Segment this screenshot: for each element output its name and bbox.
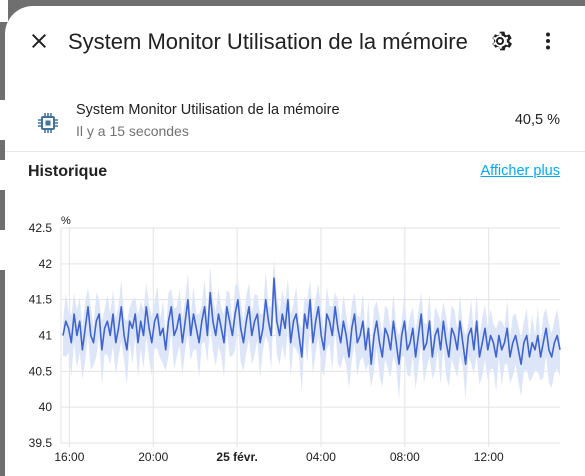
divider <box>5 151 585 152</box>
settings-button[interactable] <box>488 29 512 53</box>
y-axis-unit-label: % <box>61 215 71 227</box>
y-tick-label: 39.5 <box>29 436 53 450</box>
series-line <box>62 277 561 365</box>
x-tick-label: 08:00 <box>390 450 420 464</box>
x-tick-label: 04:00 <box>306 450 336 464</box>
y-tick-label: 41.5 <box>29 293 53 307</box>
gear-icon <box>492 31 512 51</box>
x-axis-ticks: 16:00 20:00 25 févr. 04:00 08:00 12:00 <box>54 450 504 464</box>
more-options-button[interactable] <box>536 29 560 53</box>
x-tick-label: 16:00 <box>54 450 84 464</box>
history-chart[interactable]: 42.5 42 41.5 41 40.5 40 39.5 16:00 20:00 25 févr… <box>5 202 585 469</box>
y-tick-label: 42 <box>39 257 53 271</box>
more-info-dialog: System Monitor Utilisation de la mémoire <box>5 6 585 476</box>
x-tick-label: 25 févr. <box>216 450 257 464</box>
close-button[interactable] <box>27 29 51 53</box>
y-tick-label: 40.5 <box>29 364 53 378</box>
y-tick-label: 42.5 <box>29 221 53 235</box>
entity-state-value: 40,5 % <box>514 112 560 128</box>
y-tick-label: 41 <box>39 329 53 343</box>
close-icon <box>32 34 46 48</box>
backdrop <box>0 0 8 270</box>
y-tick-label: 40 <box>39 400 53 414</box>
dialog-header: System Monitor Utilisation de la mémoire <box>5 6 585 76</box>
x-tick-label: 20:00 <box>138 450 168 464</box>
y-axis-ticks: 42.5 42 41.5 41 40.5 40 39.5 <box>29 221 53 450</box>
show-more-link[interactable]: Afficher plus <box>480 163 560 179</box>
x-tick-label: 12:00 <box>474 450 504 464</box>
entity-state-row: System Monitor Utilisation de la mémoire… <box>5 96 585 146</box>
entity-name: System Monitor Utilisation de la mémoire <box>76 102 340 118</box>
memory-chip-icon <box>36 111 60 135</box>
dialog-title: System Monitor Utilisation de la mémoire <box>68 29 468 54</box>
dots-vertical-icon <box>546 32 550 50</box>
history-heading: Historique <box>28 163 108 180</box>
last-changed-text: Il y a 15 secondes <box>76 123 189 139</box>
